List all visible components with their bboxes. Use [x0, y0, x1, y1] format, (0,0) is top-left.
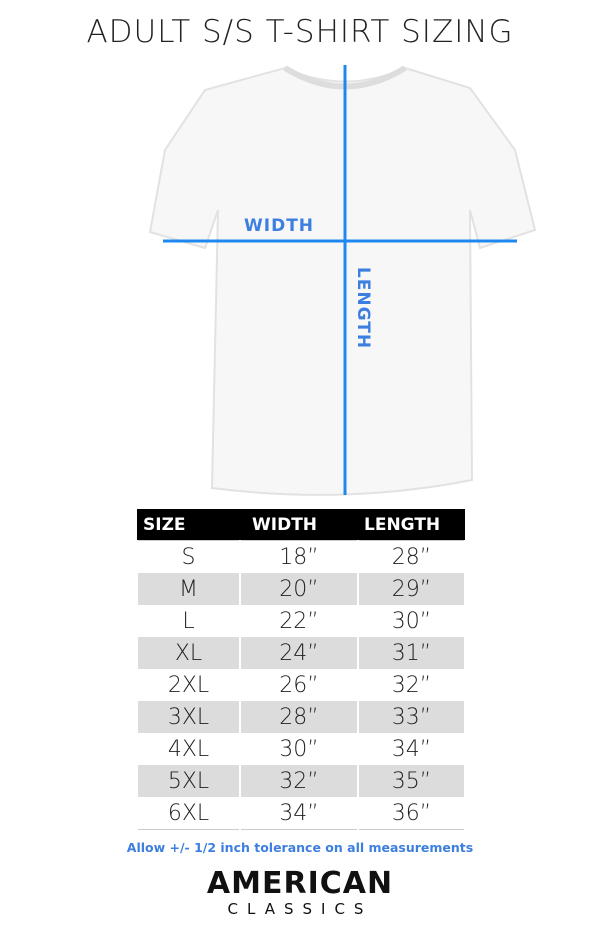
- cell-length: 36”: [357, 797, 466, 830]
- brand-logo-line2: CLASSICS: [227, 900, 373, 918]
- table-row: 3XL 28” 33”: [136, 701, 466, 733]
- cell-width: 34”: [239, 797, 359, 830]
- header-width: WIDTH: [240, 509, 358, 541]
- cell-size: L: [136, 605, 241, 637]
- table-row: 6XL 34” 36”: [136, 797, 466, 830]
- cell-length: 31”: [357, 637, 466, 669]
- cell-length: 34”: [357, 733, 466, 765]
- table-row: 4XL 30” 34”: [136, 733, 466, 765]
- width-label: WIDTH: [244, 216, 315, 236]
- table-row: S 18” 28”: [136, 540, 466, 573]
- cell-size: S: [136, 540, 241, 573]
- cell-size: 4XL: [136, 733, 241, 765]
- cell-length: 30”: [357, 605, 466, 637]
- tshirt-shape: [148, 66, 537, 496]
- header-size: SIZE: [137, 509, 240, 541]
- cell-width: 24”: [239, 637, 359, 669]
- cell-length: 32”: [357, 669, 466, 701]
- cell-size: 5XL: [136, 765, 241, 797]
- brand-logo-line1: AMERICAN: [206, 866, 394, 901]
- table-row: XL 24” 31”: [136, 637, 466, 669]
- cell-width: 26”: [239, 669, 359, 701]
- table-header: SIZE WIDTH LENGTH: [137, 509, 465, 541]
- cell-width: 22”: [239, 605, 359, 637]
- tolerance-note: Allow +/- 1/2 inch tolerance on all meas…: [126, 840, 474, 855]
- cell-size: 6XL: [136, 797, 241, 830]
- cell-width: 30”: [239, 733, 359, 765]
- header-length: LENGTH: [358, 509, 465, 541]
- size-table: SIZE WIDTH LENGTH S 18” 28” M 20” 29” L 22” 30” X…: [136, 509, 466, 830]
- cell-length: 29”: [357, 573, 466, 605]
- cell-length: 28”: [357, 540, 466, 573]
- table-row: 2XL 26” 32”: [136, 669, 466, 701]
- cell-size: M: [136, 573, 241, 605]
- cell-width: 32”: [239, 765, 359, 797]
- cell-size: 3XL: [136, 701, 241, 733]
- table-row: 5XL 32” 35”: [136, 765, 466, 797]
- cell-width: 18”: [239, 540, 359, 573]
- cell-width: 20”: [239, 573, 359, 605]
- cell-length: 33”: [357, 701, 466, 733]
- length-label: LENGTH: [353, 266, 373, 350]
- cell-width: 28”: [239, 701, 359, 733]
- page-title: ADULT S/S T-SHIRT SIZING: [86, 14, 514, 50]
- table-row: L 22” 30”: [136, 605, 466, 637]
- cell-size: 2XL: [136, 669, 241, 701]
- cell-size: XL: [136, 637, 241, 669]
- cell-length: 35”: [357, 765, 466, 797]
- table-row: M 20” 29”: [136, 573, 466, 605]
- tshirt-diagram: [148, 65, 537, 496]
